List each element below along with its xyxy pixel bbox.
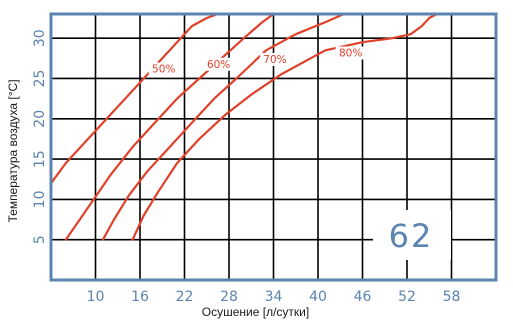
series-label-bg bbox=[203, 57, 234, 71]
y-tick-label: 20 bbox=[32, 110, 48, 128]
x-tick-label: 58 bbox=[443, 289, 461, 305]
x-tick-label: 52 bbox=[398, 289, 416, 305]
x-tick-label: 46 bbox=[354, 289, 372, 305]
series-label-bg bbox=[259, 52, 290, 66]
y-tick-label: 10 bbox=[32, 190, 48, 208]
series-label-bg bbox=[335, 46, 366, 60]
plot-frame bbox=[49, 12, 498, 282]
series-label: 80% bbox=[339, 47, 362, 59]
series-label: 60% bbox=[207, 59, 230, 71]
x-tick-label: 10 bbox=[87, 289, 105, 305]
x-tick-label: 28 bbox=[220, 289, 238, 305]
x-tick-label: 40 bbox=[309, 289, 327, 305]
label-layer: 50% 60% 70% 80% 62 bbox=[148, 46, 451, 260]
y-tick-label: 15 bbox=[32, 150, 48, 168]
series-line-80% bbox=[131, 12, 438, 241]
series-line-50% bbox=[49, 12, 219, 185]
y-tick-label: 5 bbox=[32, 235, 48, 244]
model-label-bg bbox=[373, 210, 451, 260]
series-label: 70% bbox=[263, 54, 286, 66]
series-label-bg bbox=[148, 62, 179, 76]
axis-layer: 10 16 22 28 34 40 46 52 58 5 10 15 20 25 30 bbox=[32, 12, 498, 305]
series-line-70% bbox=[101, 12, 346, 241]
series-layer bbox=[49, 12, 438, 241]
x-tick-label: 34 bbox=[265, 289, 283, 305]
y-axis-title: Температура воздуха [°C] bbox=[6, 79, 20, 222]
y-tick-label: 25 bbox=[32, 70, 48, 88]
model-label: 62 bbox=[389, 217, 434, 255]
series-line-60% bbox=[64, 12, 275, 241]
x-tick-label: 16 bbox=[131, 289, 149, 305]
series-label: 50% bbox=[152, 64, 175, 76]
x-tick-label: 22 bbox=[176, 289, 194, 305]
x-axis-title: Осушение [л/сутки] bbox=[202, 305, 309, 319]
y-tick-label: 30 bbox=[32, 29, 48, 47]
